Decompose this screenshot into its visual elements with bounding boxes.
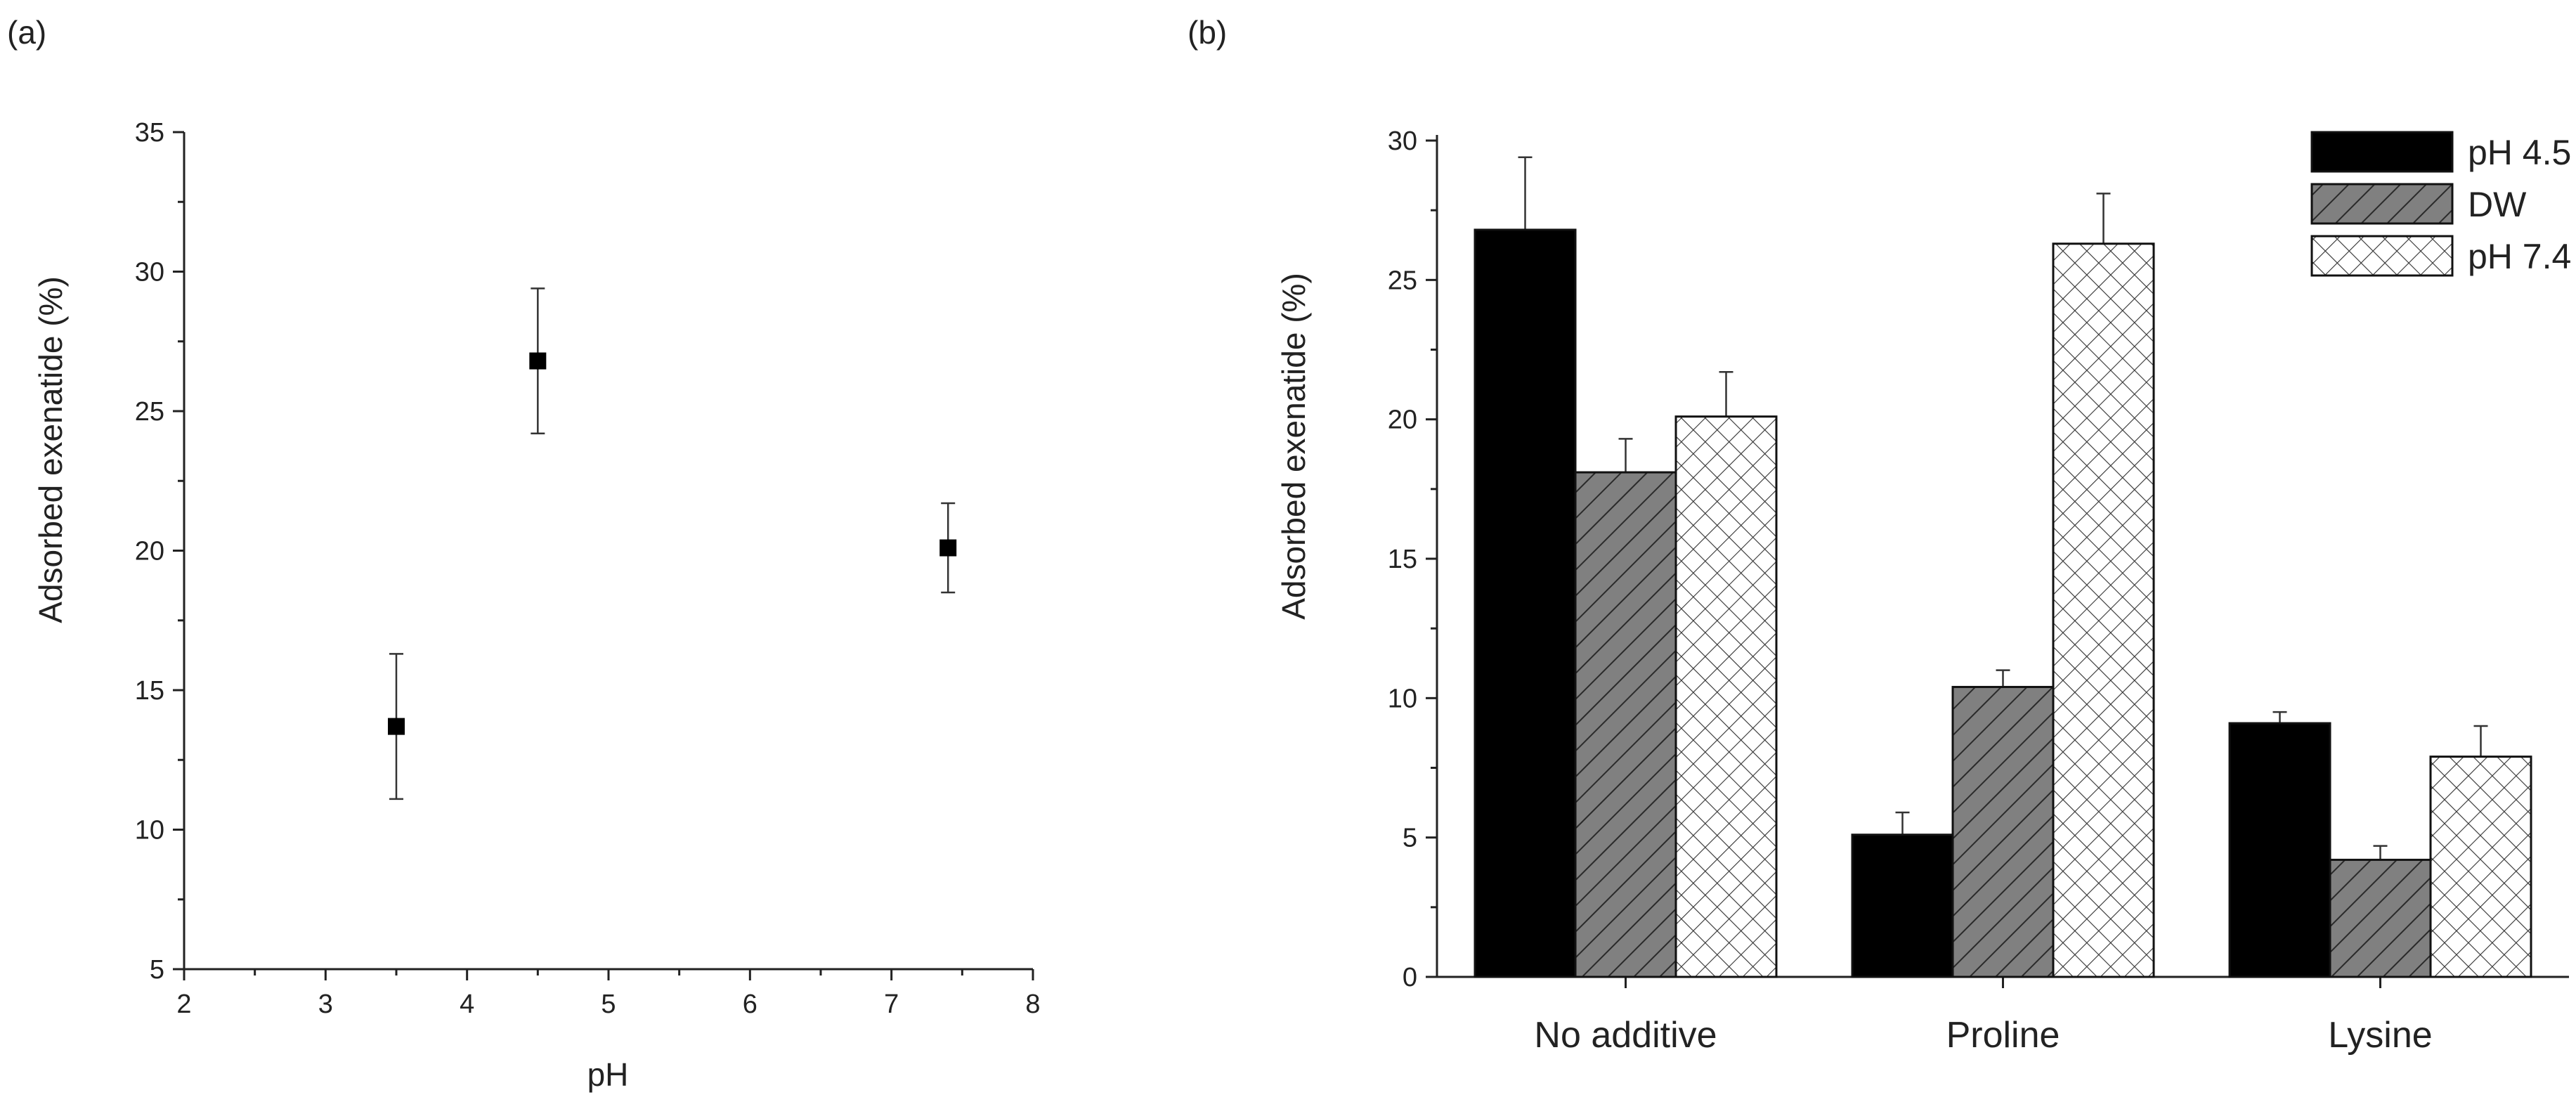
bar bbox=[1851, 834, 1954, 978]
panel-a-x-tick-label: 8 bbox=[1025, 990, 1040, 1019]
legend: pH 4.5 DW pH 7.4 bbox=[2310, 131, 2571, 277]
panel-a-y-tick-label: 20 bbox=[135, 537, 164, 566]
scatter-panel: (a) Adsorbed exenatide (%) pH 5101520253… bbox=[7, 14, 1041, 1093]
bar bbox=[1574, 471, 1677, 978]
legend-swatch bbox=[2310, 183, 2454, 225]
bar bbox=[2228, 722, 2331, 978]
panel-a-y-tick-label: 10 bbox=[135, 816, 164, 845]
legend-swatch bbox=[2310, 131, 2454, 173]
bar bbox=[1951, 685, 2055, 978]
legend-label: pH 7.4 bbox=[2468, 237, 2571, 276]
bar-panel: (b) Adsorbed exenatide (%) 0 5 10 15 20 25 30 N… bbox=[1188, 14, 2571, 1056]
panel-a-axes: 5 10 15 20 25 30 35 2 3 4 5 6 7 8 bbox=[135, 118, 1041, 1019]
category-label: No additive bbox=[1534, 1015, 1717, 1056]
panel-b-y-tick-label: 30 bbox=[1388, 127, 1417, 156]
bar bbox=[2329, 858, 2432, 978]
panel-a-y-tick-label: 5 bbox=[150, 955, 164, 985]
panel-a-x-tick-label: 3 bbox=[318, 990, 333, 1019]
panel-a-x-tick-label: 5 bbox=[601, 990, 616, 1019]
legend-label: pH 4.5 bbox=[2468, 133, 2571, 172]
bar bbox=[2052, 242, 2155, 978]
panel-a-y-tick-label: 30 bbox=[135, 258, 164, 287]
bar bbox=[2429, 756, 2532, 978]
panel-a-x-tick-label: 7 bbox=[884, 990, 899, 1019]
panel-a-y-tick-label: 15 bbox=[135, 676, 164, 706]
panel-b-y-tick-label: 25 bbox=[1388, 266, 1417, 295]
legend-label: DW bbox=[2468, 185, 2527, 224]
panel-a-label: (a) bbox=[7, 14, 46, 51]
panel-b-label: (b) bbox=[1188, 14, 1227, 51]
panel-a-x-tick-label: 2 bbox=[176, 990, 191, 1019]
bar bbox=[1674, 415, 1778, 978]
panel-b-y-tick-label: 20 bbox=[1388, 406, 1417, 435]
panel-a-y-tick-label: 35 bbox=[135, 118, 164, 148]
panel-b-y-axis-title: Adsorbed exenatide (%) bbox=[1275, 273, 1312, 620]
panel-a-y-axis-title: Adsorbed exenatide (%) bbox=[32, 276, 69, 623]
panel-b-y-tick-label: 10 bbox=[1388, 684, 1417, 713]
panel-a-x-tick-label: 6 bbox=[743, 990, 757, 1019]
panel-b-y-tick-label: 15 bbox=[1388, 545, 1417, 574]
bar bbox=[1474, 228, 1577, 978]
data-point bbox=[939, 539, 957, 557]
data-point bbox=[388, 718, 405, 735]
panel-b-y-tick-label: 0 bbox=[1403, 963, 1417, 992]
data-point bbox=[529, 352, 547, 370]
panel-a-y-tick-label: 25 bbox=[135, 397, 164, 427]
category-label: Lysine bbox=[2328, 1015, 2432, 1056]
category-label: Proline bbox=[1946, 1015, 2060, 1056]
legend-swatch bbox=[2310, 235, 2454, 277]
panel-a-data-marks bbox=[388, 287, 957, 800]
panel-a-x-axis-title: pH bbox=[587, 1056, 629, 1093]
panel-b-y-tick-label: 5 bbox=[1403, 824, 1417, 853]
panel-b-bars bbox=[1474, 156, 2532, 978]
panel-a-x-tick-label: 4 bbox=[460, 990, 474, 1019]
